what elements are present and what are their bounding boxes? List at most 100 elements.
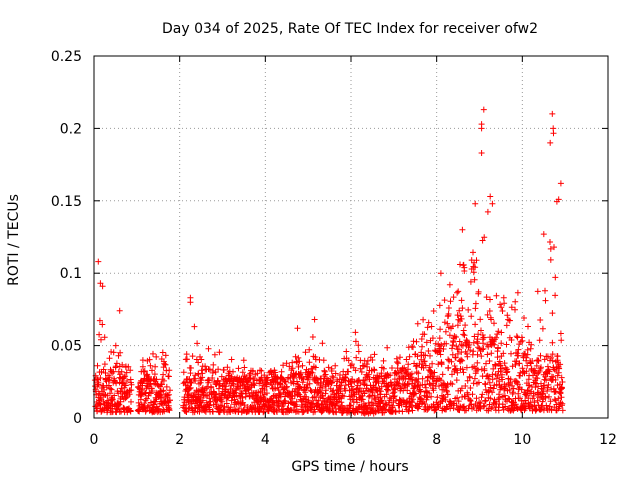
scatter-point	[299, 379, 306, 386]
scatter-point	[110, 349, 117, 356]
scatter-point	[449, 345, 455, 352]
scatter-point	[278, 368, 285, 375]
scatter-point	[408, 370, 415, 377]
scatter-point	[542, 287, 548, 294]
scatter-point	[275, 387, 282, 393]
scatter-point	[530, 392, 537, 399]
scatter-point	[146, 402, 152, 409]
scatter-point	[320, 357, 327, 364]
scatter-point	[352, 367, 359, 374]
scatter-point	[160, 377, 167, 384]
scatter-point	[508, 304, 515, 311]
scatter-point	[466, 374, 473, 381]
scatter-point	[317, 389, 324, 396]
scatter-point	[477, 316, 484, 323]
scatter-point	[368, 399, 375, 406]
scatter-point	[427, 352, 433, 359]
scatter-point	[436, 335, 443, 342]
scatter-point	[491, 320, 497, 327]
scatter-point	[537, 352, 544, 359]
scatter-point	[311, 316, 318, 323]
scatter-point	[547, 245, 554, 252]
scatter-point	[478, 327, 484, 334]
scatter-point	[159, 349, 166, 356]
scatter-point	[557, 361, 564, 368]
scatter-point	[537, 317, 544, 323]
scatter-point	[414, 320, 421, 327]
scatter-point	[452, 354, 459, 361]
scatter-point	[458, 297, 465, 304]
scatter-point	[503, 383, 509, 390]
y-tick-label: 0	[73, 411, 82, 427]
scatter-point	[183, 351, 190, 358]
scatter-point	[484, 311, 491, 318]
scatter-point	[167, 397, 173, 404]
scatter-point	[160, 387, 167, 394]
scatter-point	[94, 362, 101, 369]
scatter-point	[493, 381, 500, 388]
scatter-point	[228, 356, 235, 363]
scatter-point	[153, 353, 160, 360]
scatter-point	[523, 368, 530, 375]
scatter-point	[489, 376, 496, 383]
scatter-point	[155, 405, 162, 412]
scatter-point	[557, 180, 564, 187]
scatter-point	[277, 390, 284, 397]
scatter-point	[254, 370, 261, 377]
scatter-point	[471, 276, 478, 283]
scatter-point	[144, 373, 151, 380]
scatter-point	[333, 409, 340, 416]
scatter-point	[210, 361, 217, 368]
scatter-point	[547, 256, 554, 263]
scatter-point	[546, 393, 552, 400]
scatter-point	[487, 193, 494, 200]
scatter-point	[445, 356, 452, 363]
scatter-point	[364, 363, 371, 370]
scatter-point	[419, 375, 426, 382]
scatter-point	[552, 274, 559, 281]
axis-ticks	[93, 55, 609, 419]
scatter-point	[315, 397, 322, 404]
scatter-point	[404, 387, 411, 394]
scatter-point	[446, 281, 453, 288]
scatter-point	[474, 359, 481, 366]
scatter-point	[215, 366, 222, 373]
scatter-point	[186, 376, 193, 383]
scatter-point	[549, 351, 556, 358]
scatter-point	[515, 346, 522, 353]
scatter-point	[535, 402, 542, 409]
scatter-point	[215, 377, 222, 384]
scatter-point	[224, 364, 231, 371]
scatter-point	[401, 364, 408, 371]
scatter-point	[514, 289, 521, 296]
scatter-point	[559, 384, 565, 391]
scatter-point	[391, 393, 398, 399]
scatter-point	[475, 344, 482, 351]
scatter-point	[444, 388, 450, 395]
scatter-point	[501, 360, 508, 367]
scatter-point	[418, 336, 425, 342]
scatter-point	[353, 354, 360, 361]
scatter-point	[487, 384, 494, 391]
scatter-point	[441, 297, 448, 304]
scatter-point	[321, 368, 328, 375]
scatter-point	[283, 383, 290, 390]
x-tick-label: 0	[90, 432, 99, 448]
scatter-point	[436, 302, 443, 309]
scatter-point	[459, 226, 466, 233]
scatter-point	[467, 385, 474, 391]
scatter-point	[508, 350, 514, 357]
scatter-point	[422, 362, 429, 369]
scatter-point	[478, 394, 485, 401]
scatter-point	[241, 364, 248, 371]
scatter-point	[558, 337, 565, 344]
scatter-point	[162, 352, 169, 359]
scatter-point	[419, 343, 425, 350]
scatter-point	[162, 361, 169, 368]
scatter-point	[341, 393, 347, 400]
scatter-point	[486, 373, 492, 380]
scatter-point	[421, 400, 428, 407]
scatter-point	[549, 339, 556, 346]
scatter-point	[475, 379, 482, 386]
scatter-point	[478, 150, 485, 156]
